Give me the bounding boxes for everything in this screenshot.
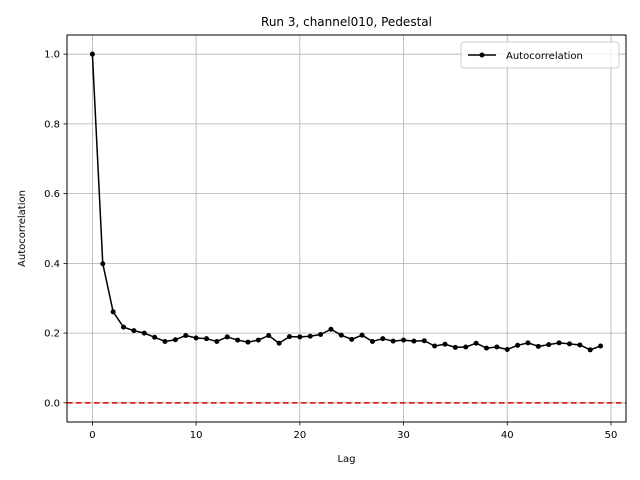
data-point	[390, 338, 396, 344]
data-point	[235, 337, 241, 343]
x-tick-label: 20	[293, 430, 306, 441]
data-point	[546, 342, 552, 348]
data-point	[432, 343, 438, 349]
legend-box	[460, 41, 620, 69]
data-point	[566, 341, 572, 347]
legend-label: Autocorrelation	[506, 51, 583, 62]
data-point	[452, 344, 458, 350]
data-point	[369, 338, 375, 344]
data-point	[297, 334, 303, 340]
data-point	[245, 339, 251, 345]
ticks: 0 10 20 30 40 50 0.0 0.2 0.4 0.6 0.8 1.0	[44, 50, 617, 441]
y-tick-label: 0.4	[44, 259, 60, 270]
data-point	[473, 340, 479, 346]
x-axis-title: Lag	[337, 454, 355, 465]
data-point	[587, 347, 593, 353]
data-point	[525, 340, 531, 346]
data-point	[411, 338, 417, 344]
data-point	[121, 324, 127, 330]
data-point	[276, 340, 282, 346]
y-tick-label: 0.0	[44, 398, 60, 409]
data-point	[598, 343, 604, 349]
data-point	[338, 332, 344, 338]
data-point	[203, 336, 209, 342]
y-tick-label: 0.2	[44, 329, 60, 340]
data-point	[100, 261, 106, 267]
data-point	[421, 338, 427, 344]
data-point	[286, 334, 292, 340]
data-point	[515, 342, 521, 348]
data-point	[556, 340, 562, 346]
x-tick-label: 0	[89, 430, 95, 441]
data-point	[224, 334, 230, 340]
data-point	[535, 343, 541, 349]
data-point	[141, 330, 147, 336]
data-point	[214, 338, 220, 344]
y-tick-label: 0.6	[44, 189, 60, 200]
y-tick-label: 0.8	[44, 119, 60, 130]
series-layer	[89, 51, 604, 353]
data-point	[172, 337, 178, 343]
data-point	[152, 334, 158, 340]
data-point	[193, 335, 199, 341]
data-point	[349, 336, 355, 342]
legend-marker-swatch	[479, 52, 485, 58]
data-point	[504, 346, 510, 352]
data-point	[463, 344, 469, 350]
x-tick-label: 50	[605, 430, 618, 441]
data-point	[255, 337, 261, 343]
plot-frame	[66, 34, 627, 423]
data-point	[401, 337, 407, 343]
x-tick-label: 10	[190, 430, 203, 441]
data-point	[183, 333, 189, 339]
data-point	[318, 331, 324, 337]
data-point	[266, 333, 272, 339]
data-point	[328, 326, 334, 332]
data-point	[110, 309, 116, 315]
data-point	[307, 333, 313, 339]
y-tick-label: 1.0	[44, 50, 60, 61]
data-point	[494, 344, 500, 350]
x-tick-label: 40	[501, 430, 514, 441]
data-point	[89, 51, 95, 57]
data-point	[380, 336, 386, 342]
data-point	[577, 342, 583, 348]
data-point	[131, 328, 137, 334]
x-tick-label: 30	[397, 430, 410, 441]
chart-title: Run 3, channel010, Pedestal	[261, 15, 432, 29]
data-point	[442, 341, 448, 347]
data-point	[484, 345, 490, 351]
y-axis-title: Autocorrelation	[17, 190, 28, 267]
data-point	[162, 338, 168, 344]
data-point	[359, 332, 365, 338]
legend: Autocorrelation	[460, 41, 620, 69]
